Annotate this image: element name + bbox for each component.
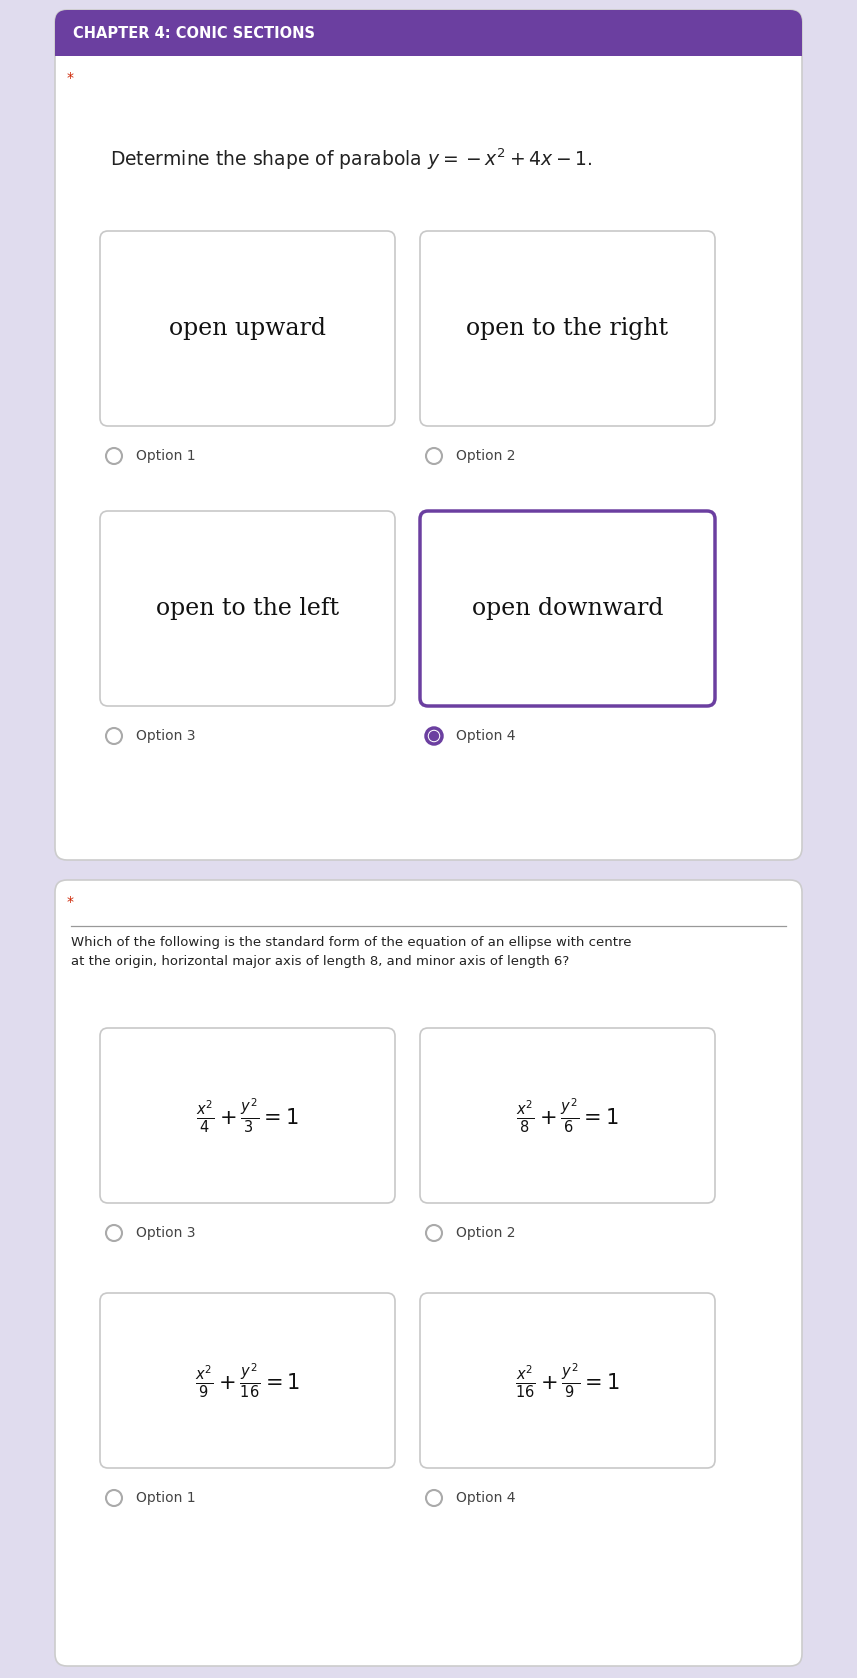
Circle shape — [426, 1225, 442, 1242]
FancyBboxPatch shape — [55, 879, 802, 1666]
Text: open to the right: open to the right — [466, 317, 668, 341]
Bar — [55, 34, 802, 55]
Text: CHAPTER 4: CONIC SECTIONS: CHAPTER 4: CONIC SECTIONS — [73, 25, 315, 40]
Text: Determine the shape of parabola $y=-x^2+4x-1$.: Determine the shape of parabola $y=-x^2+… — [110, 146, 592, 171]
FancyBboxPatch shape — [100, 232, 395, 426]
Circle shape — [106, 1225, 122, 1242]
Circle shape — [106, 728, 122, 743]
FancyBboxPatch shape — [100, 512, 395, 706]
FancyBboxPatch shape — [55, 10, 802, 55]
Text: Option 2: Option 2 — [456, 1227, 516, 1240]
Circle shape — [106, 448, 122, 465]
Text: Option 1: Option 1 — [136, 1492, 195, 1505]
Circle shape — [106, 1490, 122, 1505]
Circle shape — [426, 1490, 442, 1505]
Circle shape — [426, 728, 442, 743]
FancyBboxPatch shape — [420, 512, 715, 706]
Text: Option 3: Option 3 — [136, 1227, 195, 1240]
Circle shape — [429, 732, 439, 740]
FancyBboxPatch shape — [420, 1029, 715, 1203]
Text: open upward: open upward — [169, 317, 326, 341]
FancyBboxPatch shape — [100, 1294, 395, 1468]
Text: $\frac{x^2}{8}+\frac{y^2}{6}=1$: $\frac{x^2}{8}+\frac{y^2}{6}=1$ — [516, 1096, 619, 1134]
Text: open to the left: open to the left — [156, 597, 339, 619]
Text: Option 3: Option 3 — [136, 728, 195, 743]
FancyBboxPatch shape — [420, 1294, 715, 1468]
Text: $\frac{x^2}{16}+\frac{y^2}{9}=1$: $\frac{x^2}{16}+\frac{y^2}{9}=1$ — [515, 1361, 620, 1399]
Text: Option 4: Option 4 — [456, 728, 516, 743]
Text: Option 1: Option 1 — [136, 450, 195, 463]
Text: Which of the following is the standard form of the equation of an ellipse with c: Which of the following is the standard f… — [71, 936, 632, 968]
FancyBboxPatch shape — [100, 1029, 395, 1203]
Text: Option 2: Option 2 — [456, 450, 516, 463]
Text: *: * — [67, 70, 74, 86]
Text: Option 4: Option 4 — [456, 1492, 516, 1505]
Text: *: * — [67, 894, 74, 909]
Circle shape — [426, 448, 442, 465]
Text: $\frac{x^2}{4}+\frac{y^2}{3}=1$: $\frac{x^2}{4}+\frac{y^2}{3}=1$ — [196, 1096, 299, 1134]
FancyBboxPatch shape — [55, 10, 802, 861]
Text: open downward: open downward — [471, 597, 663, 619]
FancyBboxPatch shape — [420, 232, 715, 426]
Text: $\frac{x^2}{9}+\frac{y^2}{16}=1$: $\frac{x^2}{9}+\frac{y^2}{16}=1$ — [195, 1361, 300, 1399]
